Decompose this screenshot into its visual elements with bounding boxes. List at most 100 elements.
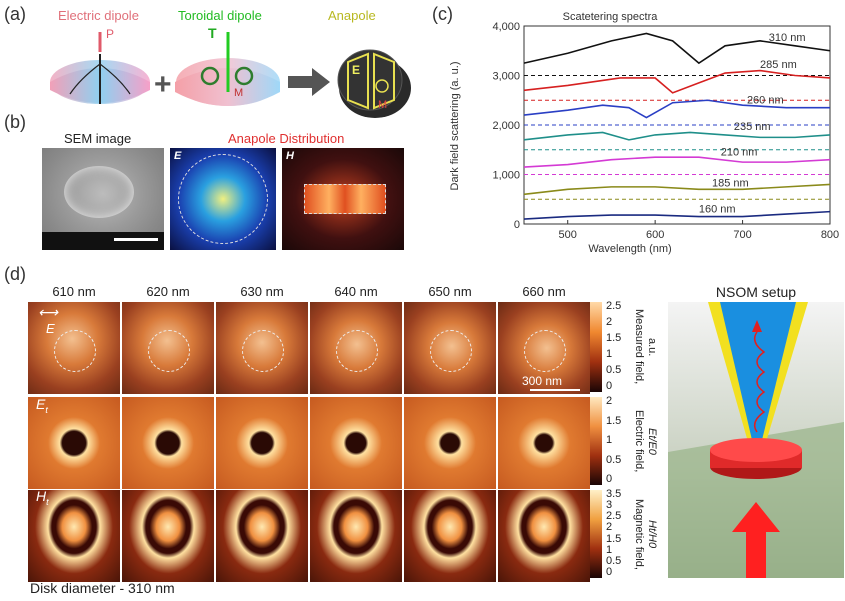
disk-outline (430, 330, 472, 372)
disk-diameter-caption: Disk diameter - 310 nm (30, 580, 175, 596)
colorbar-electric (590, 397, 602, 485)
colorbar-measured (590, 302, 602, 392)
electric-field-tile (122, 397, 214, 489)
colorbar-tick: 1 (606, 434, 613, 446)
disk-outline (524, 330, 566, 372)
measured-field-tile (216, 302, 308, 394)
y-tick-label: 4,000 (492, 21, 520, 33)
electric-dipole-disk: P (50, 27, 150, 104)
row-e-label: Et (36, 396, 48, 415)
magnetic-field-tile (216, 490, 308, 582)
series-line-310-nm (523, 32, 831, 65)
y-tick-label: 3,000 (492, 71, 520, 83)
magnetic-field-tile (404, 490, 496, 582)
panel-b-label: (b) (4, 112, 26, 132)
toroidal-dipole-title: Toroidal dipole (178, 8, 262, 23)
colorbar-tick: 2.5 (606, 510, 622, 523)
colorbar-tick: 1 (606, 543, 613, 556)
plus-sign: + (154, 68, 172, 101)
measured-field-tile (122, 302, 214, 394)
electric-field-tile (404, 397, 496, 489)
colorbar-tick: 2.5 (606, 300, 622, 312)
series-label: 210 nm (721, 147, 758, 159)
sem-image (42, 148, 164, 250)
measured-field-tile (28, 302, 120, 394)
magnetic-field-tile (498, 490, 590, 582)
anapole-distribution-title: Anapole Distribution (228, 131, 345, 146)
series-label: 185 nm (712, 177, 749, 189)
series-line-160-nm (523, 210, 831, 220)
x-tick-label: 800 (821, 229, 839, 241)
scalebar (530, 389, 580, 391)
colorbar-tick: 2 (606, 316, 613, 328)
row-h-label: Ht (36, 488, 49, 507)
colorbar-tick: 1.5 (606, 414, 622, 427)
measured-field-tile (310, 302, 402, 394)
sem-title: SEM image (64, 131, 132, 146)
y-tick-label: 0 (514, 219, 520, 231)
wavelength-header: 640 nm (334, 284, 378, 299)
colorbar-tick: 0.5 (606, 453, 622, 466)
wavelength-header: 620 nm (146, 284, 190, 299)
electric-field-tile (498, 397, 590, 489)
electric-field-tile (216, 397, 308, 489)
arrow-right-icon (288, 68, 330, 96)
disk-outline (242, 330, 284, 372)
sem-scalebar (114, 238, 158, 241)
m-symbol: M (234, 87, 243, 99)
wavelength-header: 660 nm (522, 284, 566, 299)
disk-outline (148, 330, 190, 372)
nsom-title: NSOM setup (715, 284, 797, 300)
magnetic-field-tile (310, 490, 402, 582)
electric-dipole-title: Electric dipole (58, 8, 139, 23)
e-polarization-label: ⟷ E (38, 304, 59, 336)
panel-d-label: (d) (4, 264, 26, 284)
p-symbol: P (106, 27, 114, 41)
series-label: 160 nm (699, 204, 736, 216)
chart-ylabel: Dark field scattering (a. u.) (449, 62, 461, 191)
e-field-map: E (170, 148, 276, 250)
magnetic-field-tile (122, 490, 214, 582)
cb2-unit: Et/E0 (646, 427, 658, 455)
series-label: 235 nm (734, 121, 771, 133)
chart-xlabel: Wavelength (nm) (588, 243, 671, 255)
colorbar-tick: 2 (606, 521, 613, 534)
h-field-label: H (286, 150, 294, 162)
panel-a-label: (a) (4, 4, 26, 24)
y-tick-label: 2,000 (492, 120, 520, 132)
cb3-title: Magnetic field, (633, 498, 645, 570)
electric-field-tile (310, 397, 402, 489)
colorbar-tick: 0 (606, 380, 613, 392)
cb1-title: Measured field, (633, 309, 645, 385)
e-symbol: E (352, 63, 360, 77)
colorbar-tick: 0 (606, 566, 613, 578)
colorbar-tick: 1.5 (606, 532, 622, 545)
series-label: 285 nm (760, 59, 797, 71)
colorbar-tick: 1 (606, 348, 613, 360)
wavelength-header: 650 nm (428, 284, 472, 299)
x-tick-label: 500 (559, 229, 577, 241)
measured-field-tile (498, 302, 590, 394)
magnetic-field-tile (28, 490, 120, 582)
panel-a-illustration: P + T M E M (50, 25, 411, 118)
toroidal-dipole-disk: T M (175, 25, 280, 106)
y-tick-label: 1,000 (492, 170, 520, 182)
wavelength-header: 610 nm (52, 284, 96, 299)
panel-c-label: (c) (432, 4, 453, 24)
cb1-unit: a.u. (646, 337, 658, 357)
series-line-235-nm (523, 131, 831, 141)
electric-field-tile (28, 397, 120, 489)
cb3-unit: Ht/H0 (646, 519, 658, 549)
scalebar-label: 300 nm (522, 374, 563, 388)
h-field-map: H (282, 148, 404, 250)
cb2-title: Electric field, (633, 409, 645, 473)
series-line-285-nm (523, 69, 831, 94)
wavelength-header: 630 nm (240, 284, 284, 299)
anapole-disk: E M (337, 49, 411, 118)
e-arrow-icon: ⟷ (38, 304, 59, 320)
x-tick-label: 600 (646, 229, 664, 241)
disk-outline (336, 330, 378, 372)
series-label: 310 nm (769, 32, 806, 44)
colorbar-tick: 3.5 (606, 488, 622, 500)
colorbar-magnetic (590, 490, 602, 578)
